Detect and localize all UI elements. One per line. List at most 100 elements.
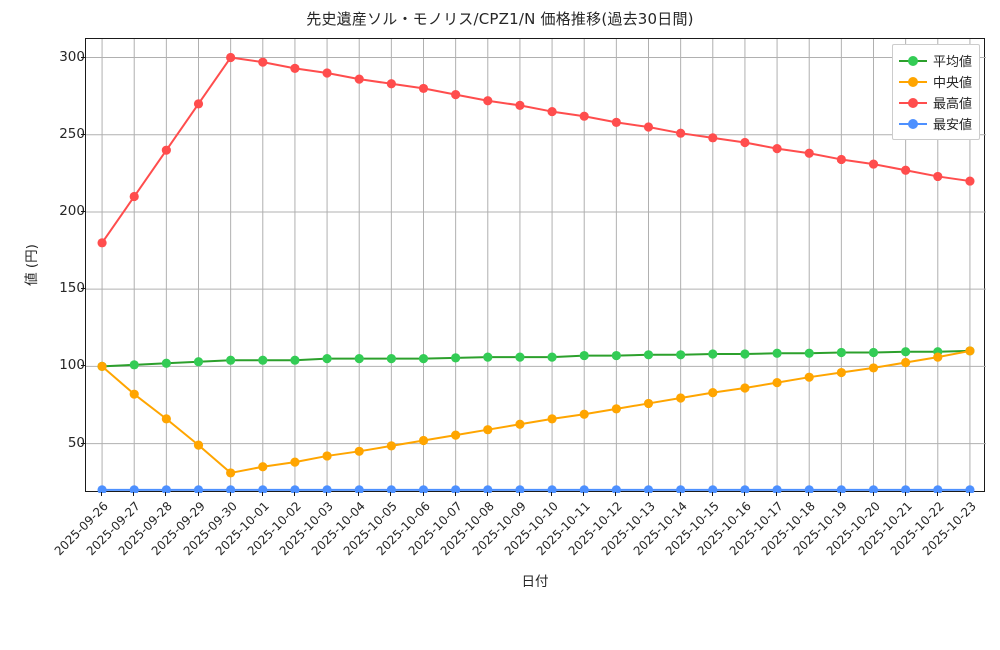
legend-item-3[interactable]: 最高値: [898, 92, 972, 113]
x-axis-tick-mark: [872, 492, 874, 496]
data-point-marker: [418, 485, 429, 493]
data-point-marker: [129, 360, 139, 370]
y-axis-tick-mark: [81, 133, 85, 135]
data-point-marker: [676, 485, 686, 493]
data-point-marker: [161, 485, 171, 493]
x-axis-tick-mark: [968, 492, 970, 496]
data-point-marker: [708, 388, 718, 398]
data-point-marker: [483, 485, 493, 493]
data-point-marker: [901, 485, 911, 493]
data-point-marker: [676, 128, 686, 138]
data-point-marker: [290, 485, 300, 493]
data-point-marker: [226, 52, 236, 63]
data-point-marker: [386, 485, 396, 493]
data-point-marker: [97, 361, 107, 371]
data-point-marker: [611, 404, 621, 414]
data-point-marker: [804, 372, 814, 382]
data-point-marker: [386, 441, 396, 451]
data-point-marker: [708, 133, 718, 143]
x-axis-tick-mark: [358, 492, 360, 496]
x-axis-tick-mark: [711, 492, 713, 496]
grid-lines: [86, 39, 986, 493]
chart-figure: 先史遺産ソル・モノリス/CPZ1/N 価格推移(過去30日間) 値 (円) 50…: [0, 10, 986, 590]
data-point-marker: [386, 79, 396, 89]
data-point-marker: [836, 367, 846, 378]
y-axis-tick-mark: [81, 210, 85, 212]
x-axis-tick-mark: [165, 492, 167, 496]
data-point-marker: [451, 353, 461, 363]
data-point-marker: [933, 485, 943, 493]
x-axis-tick-mark: [518, 492, 520, 496]
x-axis-tick-mark: [422, 492, 424, 496]
legend-label: 最安値: [932, 118, 972, 133]
data-point-marker: [97, 485, 107, 493]
data-point-marker: [193, 440, 204, 450]
legend-item-2[interactable]: 中央値: [898, 71, 972, 92]
data-point-marker: [708, 349, 718, 359]
data-point-marker: [868, 159, 879, 169]
x-axis-tick-mark: [615, 492, 617, 496]
series-line: [101, 56, 971, 244]
data-point-marker: [740, 485, 750, 493]
x-axis-tick-mark: [583, 492, 585, 496]
data-point-marker: [290, 63, 300, 73]
y-axis-tick-mark: [81, 442, 85, 444]
legend-line-marker-icon: [898, 54, 927, 68]
data-point-marker: [386, 354, 396, 364]
legend-item-1[interactable]: 平均値: [898, 50, 972, 71]
data-point-marker: [547, 106, 557, 117]
data-point-marker: [804, 148, 814, 158]
series-line: [101, 349, 971, 368]
data-point-marker: [354, 354, 364, 364]
data-point-marker: [740, 137, 750, 148]
data-point-marker: [354, 485, 364, 493]
x-axis-tick-mark: [840, 492, 842, 496]
legend-item-4[interactable]: 最安値: [898, 113, 972, 134]
data-point-marker: [515, 100, 525, 111]
data-point-marker: [354, 446, 364, 456]
data-point-marker: [804, 348, 814, 358]
data-point-marker: [868, 363, 879, 373]
x-axis-tick-mark: [936, 492, 938, 496]
data-point-marker: [483, 352, 493, 362]
y-axis-tick-label: 50: [67, 434, 85, 451]
data-point-marker: [772, 485, 782, 493]
data-point-marker: [354, 74, 364, 84]
data-point-marker: [901, 347, 911, 357]
data-point-marker: [965, 485, 975, 493]
data-point-marker: [258, 485, 268, 493]
y-axis-tick-mark: [81, 56, 85, 58]
x-axis-tick-mark: [101, 492, 103, 496]
x-axis-label: 日付: [521, 574, 549, 590]
data-point-marker: [836, 347, 846, 358]
data-point-marker: [226, 355, 236, 365]
data-point-marker: [643, 122, 654, 132]
series-2: [97, 346, 975, 478]
data-point-marker: [258, 462, 268, 472]
y-axis-tick-label: 200: [59, 202, 85, 219]
x-axis-tick-mark: [326, 492, 328, 496]
data-point-marker: [193, 99, 204, 109]
legend-label: 最高値: [932, 97, 972, 112]
data-point-marker: [129, 191, 139, 202]
data-point-marker: [772, 348, 782, 358]
data-point-marker: [579, 111, 589, 121]
data-point-marker: [804, 485, 814, 493]
y-axis: 50 100 150 200 250 300: [0, 38, 85, 492]
data-point-marker: [547, 352, 557, 362]
x-axis-tick-mark: [647, 492, 649, 496]
x-axis-tick-mark: [133, 492, 135, 496]
data-point-marker: [322, 354, 332, 364]
data-point-marker: [740, 383, 750, 393]
y-axis-tick-label: 250: [59, 125, 85, 142]
data-point-marker: [226, 485, 236, 493]
data-point-marker: [161, 358, 171, 368]
legend-label: 中央値: [932, 76, 972, 91]
data-point-marker: [418, 354, 429, 364]
data-point-marker: [643, 485, 654, 493]
x-axis-tick-mark: [390, 492, 392, 496]
data-point-marker: [611, 117, 621, 127]
data-point-marker: [740, 349, 750, 359]
series-3: [97, 52, 975, 248]
data-point-marker: [933, 352, 943, 362]
